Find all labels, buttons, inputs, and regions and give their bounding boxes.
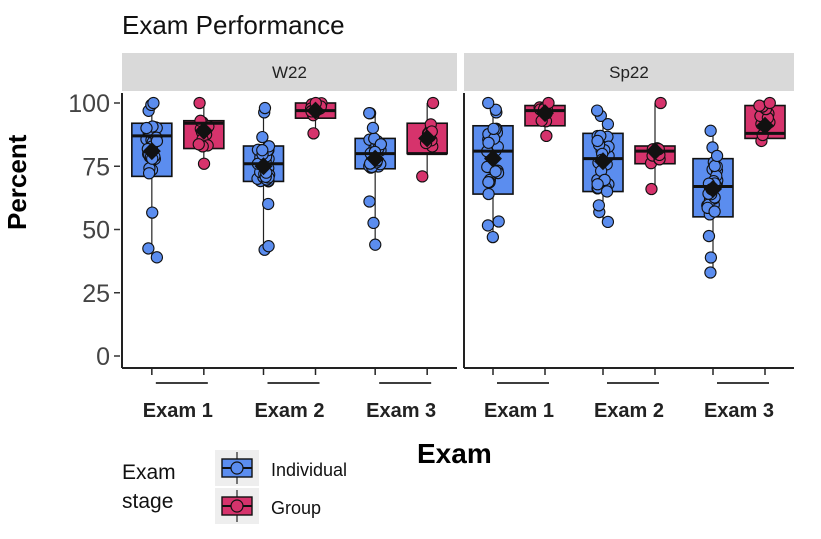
x-tick-label: Exam 3	[366, 400, 436, 422]
data-point	[426, 96, 440, 110]
chart-title: Exam Performance	[122, 10, 345, 40]
data-point	[192, 138, 205, 151]
data-point	[366, 121, 380, 135]
data-point	[601, 118, 615, 131]
mean-marker	[536, 104, 554, 123]
data-point	[592, 199, 606, 212]
data-point	[704, 124, 717, 137]
facet-strip	[464, 53, 794, 91]
data-point	[487, 122, 500, 135]
mean-marker	[646, 142, 664, 161]
data-point	[654, 96, 667, 110]
facet-strip-label: Sp22	[609, 63, 649, 82]
legend-key-point	[230, 461, 244, 475]
data-point	[482, 187, 495, 201]
data-point	[142, 167, 156, 180]
data-point	[140, 121, 153, 135]
mean-marker	[704, 180, 722, 199]
data-point	[540, 129, 553, 143]
data-point	[146, 206, 159, 219]
data-point	[369, 238, 382, 251]
data-point	[256, 130, 269, 144]
data-point	[150, 251, 164, 264]
x-tick-label: Exam 2	[594, 400, 664, 422]
data-point	[489, 103, 502, 116]
data-point	[256, 144, 269, 157]
facet-strip	[122, 53, 457, 91]
legend-keys	[215, 450, 259, 524]
data-point	[482, 175, 495, 189]
data-point	[262, 240, 275, 253]
data-point	[416, 170, 429, 183]
legend-label-group: Group	[271, 498, 322, 518]
x-tick-label: Exam 1	[484, 400, 554, 422]
data-point	[591, 178, 604, 191]
data-point	[142, 242, 155, 255]
data-point	[482, 136, 495, 149]
data-point	[307, 127, 320, 140]
mean-marker	[418, 129, 437, 148]
data-point	[601, 215, 615, 229]
mean-marker	[142, 142, 161, 161]
data-point	[708, 159, 721, 173]
mean-marker	[306, 101, 325, 120]
legend-title: Exam stage	[122, 458, 176, 516]
data-point	[704, 251, 718, 264]
data-point	[486, 230, 499, 244]
x-tick-label: Exam 3	[704, 400, 774, 422]
data-point	[704, 266, 717, 279]
mean-marker	[366, 149, 385, 168]
y-tick-label: 25	[82, 280, 110, 308]
data-point	[600, 185, 614, 198]
y-tick-label: 100	[68, 90, 110, 118]
x-axis-label: Exam	[417, 438, 492, 469]
data-point	[363, 195, 376, 208]
data-point	[763, 96, 776, 110]
data-point	[645, 182, 658, 196]
data-point	[708, 205, 721, 218]
mean-marker	[254, 157, 273, 176]
y-tick-label: 0	[96, 343, 110, 371]
data-point	[363, 106, 376, 120]
data-point	[262, 197, 275, 211]
data-point	[482, 96, 495, 110]
data-point	[193, 96, 206, 110]
y-tick-label: 75	[82, 153, 110, 181]
legend-key-point	[230, 499, 244, 513]
data-point	[489, 165, 502, 178]
mean-marker	[194, 121, 213, 140]
data-point	[147, 96, 160, 110]
data-point	[591, 134, 604, 148]
data-point	[492, 215, 505, 228]
mean-marker	[484, 149, 502, 168]
data-point	[367, 216, 380, 230]
legend-title-line-2: stage	[122, 490, 174, 513]
data-point	[753, 99, 766, 112]
mean-marker	[594, 152, 612, 171]
data-point	[590, 104, 604, 117]
data-point	[702, 229, 716, 243]
data-point	[197, 157, 211, 170]
facet-strip-label: W22	[272, 63, 307, 82]
data-point	[481, 219, 495, 232]
x-tick-label: Exam 2	[254, 400, 324, 422]
x-tick-label: Exam 1	[143, 400, 213, 422]
legend-label-individual: Individual	[271, 460, 348, 480]
data-point	[710, 149, 724, 163]
mean-marker	[756, 116, 774, 135]
legend-title-line-1: Exam	[122, 461, 176, 484]
data-point	[258, 101, 272, 115]
y-tick-label: 50	[82, 217, 110, 245]
